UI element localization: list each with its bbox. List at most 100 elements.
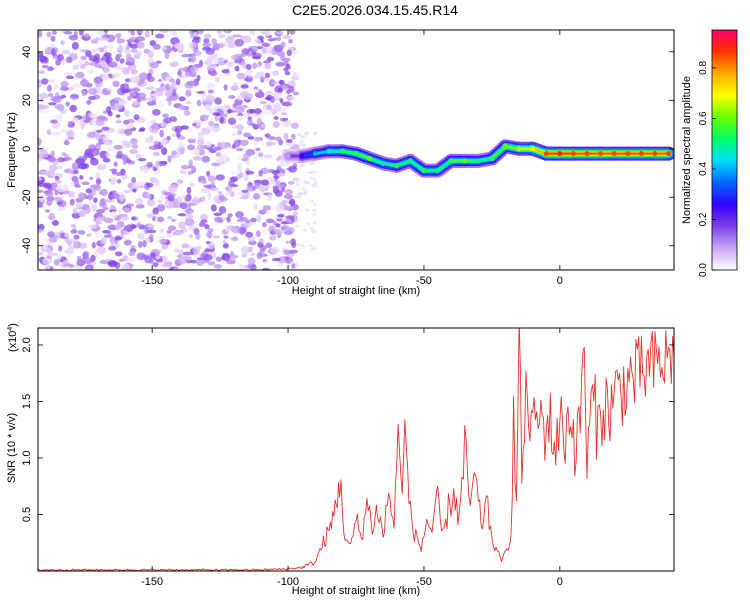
- noise-blob: [204, 224, 210, 230]
- noise-blob: [107, 148, 114, 152]
- noise-blob: [91, 241, 96, 249]
- noise-blob: [267, 142, 277, 146]
- noise-blob: [48, 164, 58, 172]
- snr-chart: -150 -100 -50 0 0.5 1.0 1.5 2.0 Height of stra…: [6, 323, 675, 597]
- noise-blob: [291, 133, 296, 140]
- noise-blob: [256, 230, 261, 238]
- noise-blob: [224, 30, 230, 33]
- noise-blob: [300, 244, 305, 248]
- noise-blob: [124, 109, 130, 117]
- noise-blob: [180, 164, 190, 170]
- noise-blob: [291, 122, 299, 129]
- noise-blob: [113, 97, 121, 102]
- noise-blob: [130, 69, 139, 75]
- noise-blob: [210, 182, 215, 187]
- noise-blob: [103, 117, 108, 122]
- noise-blob: [147, 224, 156, 228]
- noise-blob: [88, 87, 98, 95]
- noise-blob: [90, 39, 98, 44]
- noise-blob: [149, 62, 159, 69]
- noise-blob: [121, 230, 129, 235]
- noise-blob: [220, 141, 229, 150]
- noise-blob: [235, 211, 244, 219]
- noise-blob: [38, 228, 43, 233]
- noise-blob: [264, 62, 271, 70]
- noise-blob: [121, 83, 130, 90]
- noise-blob: [38, 203, 44, 208]
- spectrogram-chart: -150 -100 -50 0 -40 -20 0 20 40 Height of strai…: [6, 29, 675, 297]
- noise-blob: [186, 186, 192, 194]
- noise-blob: [249, 108, 255, 113]
- noise-blob: [81, 181, 90, 186]
- noise-blob: [249, 30, 256, 36]
- snr-x-axis: -150 -100 -50 0: [141, 328, 563, 588]
- snr-y-tick-label: 0.5: [21, 507, 33, 522]
- noise-blob: [251, 154, 259, 159]
- noise-blob: [57, 245, 63, 252]
- spectrogram-x-axis: -150 -100 -50 0: [141, 30, 563, 287]
- noise-blob: [151, 128, 159, 134]
- noise-blob: [261, 267, 271, 270]
- noise-blob: [186, 127, 193, 133]
- noise-blob: [146, 182, 154, 188]
- noise-blob: [121, 67, 131, 75]
- noise-blob: [133, 114, 140, 121]
- noise-blob: [186, 144, 195, 151]
- noise-blob: [239, 217, 248, 221]
- noise-blob: [51, 30, 57, 35]
- noise-blob: [262, 103, 267, 112]
- noise-blob: [262, 60, 271, 64]
- noise-blob: [74, 184, 81, 188]
- noise-blob: [290, 238, 296, 246]
- noise-blob: [291, 263, 296, 269]
- noise-blob: [85, 50, 92, 58]
- noise-blob: [233, 139, 241, 148]
- noise-blob: [174, 231, 183, 236]
- noise-blob: [75, 158, 86, 165]
- noise-blob: [230, 171, 240, 175]
- noise-blob: [239, 229, 246, 235]
- noise-blob: [297, 195, 302, 199]
- noise-blob: [137, 241, 143, 248]
- noise-blob: [266, 136, 276, 140]
- noise-blob: [139, 166, 150, 173]
- noise-blob: [230, 132, 237, 136]
- noise-blob: [210, 187, 219, 192]
- noise-blob: [156, 204, 166, 212]
- noise-blob: [85, 265, 92, 270]
- noise-blob: [125, 53, 132, 60]
- noise-blob: [205, 240, 211, 245]
- noise-blob: [77, 229, 86, 235]
- noise-blob: [202, 42, 212, 47]
- noise-blob: [210, 204, 217, 212]
- noise-blob: [196, 99, 202, 107]
- noise-blob: [127, 96, 132, 101]
- noise-blob: [44, 190, 54, 197]
- noise-blob: [102, 66, 110, 74]
- noise-blob: [177, 141, 184, 150]
- noise-blob: [272, 121, 280, 129]
- noise-blob: [301, 187, 306, 191]
- noise-blob: [176, 132, 181, 138]
- noise-blob: [115, 171, 123, 177]
- noise-blob: [200, 213, 208, 222]
- noise-blob: [277, 256, 286, 264]
- noise-blob: [253, 192, 261, 200]
- noise-blob: [269, 231, 276, 235]
- noise-blob: [283, 230, 293, 236]
- noise-blob: [263, 154, 273, 159]
- noise-blob: [219, 154, 229, 160]
- noise-blob: [312, 212, 317, 216]
- snr-y-tick-label: 2.0: [21, 337, 33, 352]
- noise-blob: [225, 259, 236, 265]
- noise-blob: [288, 38, 293, 44]
- noise-blob: [120, 88, 130, 94]
- noise-blob: [113, 161, 118, 167]
- noise-blob: [283, 132, 289, 140]
- noise-blob: [188, 234, 193, 239]
- noise-blob: [132, 87, 140, 93]
- noise-blob: [282, 119, 292, 128]
- noise-blob: [53, 258, 60, 266]
- noise-blob: [97, 30, 106, 36]
